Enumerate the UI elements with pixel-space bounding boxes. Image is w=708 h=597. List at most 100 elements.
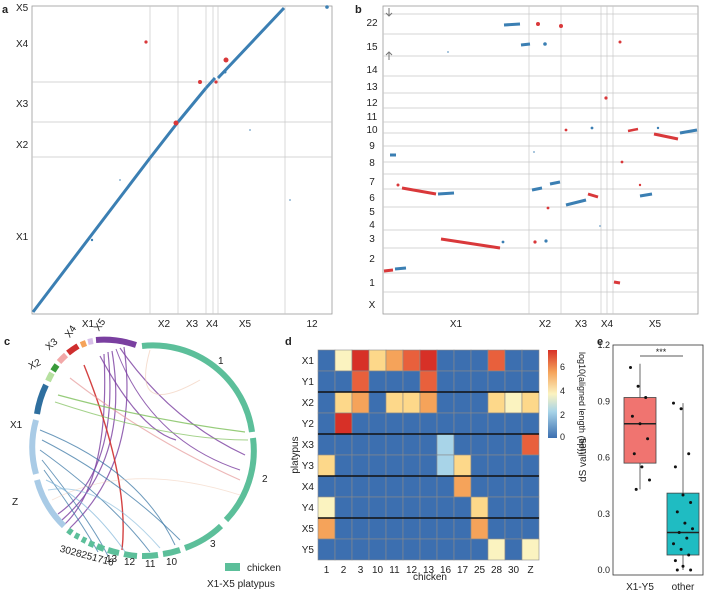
heatmap-cell (436, 454, 455, 477)
boxplot-point (672, 542, 675, 546)
boxplot-point (629, 366, 632, 369)
a-xlabel-12: 12 (306, 319, 318, 330)
heatmap-cell (317, 496, 336, 519)
c-chicken-bottom-run: 3028251716 (58, 544, 115, 569)
a-xlabel-x2: X2 (158, 319, 171, 330)
boxplot-point (630, 414, 634, 418)
panel-c: c (4, 317, 281, 590)
heatmap-cell (521, 454, 540, 477)
heatmap-cell (470, 433, 489, 456)
c-label-z: Z (12, 497, 18, 508)
heatmap-cell (368, 391, 387, 414)
panel-d-label: d (285, 336, 292, 348)
heatmap-cell (487, 517, 506, 540)
panel-b-x-labels: X1 X2 X3 X4 X5 (450, 319, 662, 330)
heatmap-cell (487, 538, 506, 561)
heatmap-cell (402, 391, 421, 414)
heatmap-cell (504, 349, 523, 372)
heatmap-col-label: 13 (423, 565, 435, 576)
b-ylabel-3: 3 (369, 234, 375, 245)
heatmap-col-label: 2 (341, 565, 347, 576)
c-label-x5: X5 (92, 317, 108, 334)
heatmap-row-label: X3 (302, 440, 315, 451)
heatmap-row-labels: X1 Y1 X2 Y2 X3 Y3 X4 Y4 X5 Y5 (302, 356, 315, 556)
heatmap-cell (334, 496, 353, 519)
boxplot-point (673, 559, 677, 563)
heatmap-cell (521, 538, 540, 561)
heatmap-cell (402, 412, 421, 435)
heatmap-cell (521, 349, 540, 372)
boxplot-point (634, 487, 638, 491)
heatmap-cell (470, 454, 489, 477)
heatmap-cell (317, 391, 336, 414)
panel-a: a (2, 3, 333, 330)
heatmap-cell (487, 349, 506, 372)
heatmap-cell (351, 349, 370, 372)
heatmap-cell (453, 496, 472, 519)
boxplot-point (685, 536, 689, 540)
heatmap-cell (368, 517, 387, 540)
heatmap-cell (351, 454, 370, 477)
panel-b-alignments (383, 22, 698, 285)
heatmap-cell (402, 433, 421, 456)
b-ylabel-7: 7 (369, 177, 375, 188)
heatmap-col-label: Z (527, 565, 533, 576)
heatmap-cell (317, 370, 336, 393)
heatmap-cell (402, 349, 421, 372)
heatmap-cell (436, 433, 455, 456)
panel-a-frame (31, 5, 333, 315)
colorbar (548, 350, 557, 438)
c-chicken-2: 2 (262, 474, 268, 485)
heatmap-cell (436, 475, 455, 498)
heatmap-row-label: Y3 (302, 461, 315, 472)
a-ylabel-x3: X3 (16, 99, 29, 110)
heatmap-cell (436, 496, 455, 519)
heatmap-cell (419, 391, 438, 414)
cbar-tick-0: 0 (560, 432, 565, 442)
heatmap-row-label: X1 (302, 356, 315, 367)
heatmap-cell (521, 433, 540, 456)
heatmap-cell (487, 370, 506, 393)
a-xlabel-x4: X4 (206, 319, 219, 330)
panel-a-label: a (2, 4, 9, 16)
heatmap-cell (487, 475, 506, 498)
boxplot-point (677, 531, 681, 534)
heatmap-cell (521, 496, 540, 519)
panel-e: e 1.20.90.60.30.0 dS values X1-Y5 other … (578, 336, 704, 593)
c-label-x4: X4 (63, 323, 79, 340)
heatmap-cell (334, 370, 353, 393)
heatmap-cell (402, 496, 421, 519)
boxplot-point (691, 527, 694, 531)
heatmap-cell (385, 496, 404, 519)
heatmap-cell (470, 370, 489, 393)
boxplot-point (673, 465, 677, 469)
heatmap (317, 349, 540, 561)
legend-chicken-label: chicken (247, 563, 281, 574)
heatmap-cell (351, 496, 370, 519)
heatmap-cell (487, 433, 506, 456)
heatmap-row-label: Y2 (302, 419, 315, 430)
heatmap-cell (402, 517, 421, 540)
boxplot-point (636, 384, 640, 388)
panel-a-grid (32, 6, 332, 314)
panel-c-platypus-labels: X5 X4 X3 X2 X1 Z (10, 317, 109, 508)
legend-platypus-label: X1-X5 platypus (207, 579, 275, 590)
heatmap-cell (368, 454, 387, 477)
heatmap-cell (436, 538, 455, 561)
heatmap-cell (504, 433, 523, 456)
heatmap-cell (521, 370, 540, 393)
heatmap-row-label: Y5 (302, 545, 315, 556)
a-xlabel-x1: X1 (82, 319, 95, 330)
boxplot-point (687, 553, 691, 557)
heatmap-cell (402, 475, 421, 498)
boxplot-point (675, 568, 679, 572)
heatmap-col-label: 3 (358, 565, 364, 576)
heatmap-cell (453, 517, 472, 540)
boxplot-point (675, 510, 679, 514)
heatmap-cell (351, 370, 370, 393)
heatmap-cell (419, 454, 438, 477)
boxplot-point (644, 396, 648, 399)
b-ylabel-22: 22 (366, 18, 378, 29)
